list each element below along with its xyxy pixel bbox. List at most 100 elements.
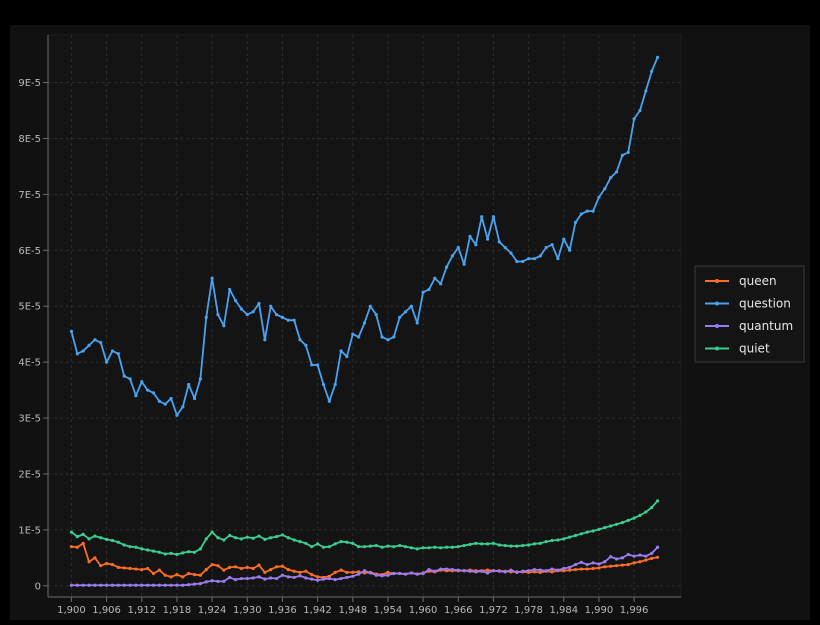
data-point xyxy=(421,546,425,550)
data-point xyxy=(128,566,132,571)
data-point xyxy=(644,510,648,514)
x-tick-label: 1,906 xyxy=(92,605,121,616)
data-point xyxy=(134,394,138,398)
data-point xyxy=(655,545,660,549)
x-tick-label: 1,954 xyxy=(374,605,403,616)
data-point xyxy=(316,363,320,367)
data-point xyxy=(274,535,279,539)
data-point xyxy=(69,329,74,333)
data-point xyxy=(655,499,660,503)
legend-marker xyxy=(715,346,719,351)
data-point xyxy=(310,573,314,577)
data-point xyxy=(491,541,496,545)
data-point xyxy=(310,363,314,367)
data-point xyxy=(573,562,578,567)
data-point xyxy=(357,572,361,576)
data-point xyxy=(233,299,238,303)
data-point xyxy=(198,547,202,551)
data-point xyxy=(626,552,630,557)
data-point xyxy=(556,257,560,261)
data-point xyxy=(245,313,249,317)
data-point xyxy=(585,530,589,534)
data-point xyxy=(110,538,115,543)
data-point xyxy=(198,377,202,381)
data-point xyxy=(650,505,654,510)
data-point xyxy=(527,569,531,573)
data-point xyxy=(380,335,384,339)
data-point xyxy=(345,540,349,544)
data-point xyxy=(544,540,548,544)
data-point xyxy=(99,564,103,568)
data-point xyxy=(497,569,501,573)
data-point xyxy=(292,538,296,542)
data-point xyxy=(562,569,566,573)
data-point xyxy=(128,583,132,587)
data-point xyxy=(274,313,279,317)
data-point xyxy=(169,575,173,579)
data-point xyxy=(427,287,431,292)
data-point xyxy=(503,570,507,574)
data-point xyxy=(81,583,85,587)
data-point xyxy=(392,335,396,339)
data-point xyxy=(421,571,425,576)
x-tick-label: 1,966 xyxy=(444,605,473,616)
data-point xyxy=(515,570,519,575)
data-point xyxy=(409,546,413,550)
data-point xyxy=(292,575,296,580)
data-point xyxy=(362,321,367,325)
data-point xyxy=(503,543,507,548)
data-point xyxy=(280,573,285,577)
data-point xyxy=(527,257,531,261)
data-point xyxy=(222,538,226,542)
data-point xyxy=(491,215,496,219)
data-point xyxy=(444,567,449,571)
x-tick-label: 1,972 xyxy=(479,605,508,616)
data-point xyxy=(216,536,220,540)
x-tick-label: 1,978 xyxy=(514,605,543,616)
data-point xyxy=(374,573,378,577)
data-point xyxy=(632,117,636,121)
data-point xyxy=(292,569,296,573)
data-point xyxy=(327,576,331,581)
x-tick-label: 1,960 xyxy=(409,605,438,616)
data-point xyxy=(398,543,402,548)
data-point xyxy=(614,557,619,561)
data-point xyxy=(468,569,472,573)
data-point xyxy=(333,570,337,575)
data-point xyxy=(163,552,167,556)
data-point xyxy=(485,542,490,546)
data-point xyxy=(93,338,97,342)
data-point xyxy=(403,572,408,576)
data-point xyxy=(304,569,308,573)
data-point xyxy=(169,583,173,587)
data-point xyxy=(87,343,91,347)
data-point xyxy=(274,576,279,581)
data-point xyxy=(333,382,337,387)
data-point xyxy=(69,583,74,587)
data-point xyxy=(116,583,120,587)
data-point xyxy=(210,276,214,280)
data-point xyxy=(228,287,232,292)
data-point xyxy=(562,237,566,241)
data-point xyxy=(568,248,572,252)
data-point xyxy=(532,568,537,572)
x-tick-label: 1,942 xyxy=(303,605,332,616)
data-point xyxy=(169,551,173,555)
data-point xyxy=(99,583,103,587)
x-tick-label: 1,936 xyxy=(268,605,297,616)
data-point xyxy=(655,55,660,59)
data-point xyxy=(603,187,607,191)
data-point xyxy=(345,354,349,359)
data-point xyxy=(251,576,255,580)
data-point xyxy=(591,566,595,571)
data-point xyxy=(638,513,642,517)
data-point xyxy=(181,405,185,409)
data-point xyxy=(198,581,202,586)
data-point xyxy=(316,575,320,579)
data-point xyxy=(556,568,560,572)
data-point xyxy=(638,553,642,557)
data-point xyxy=(280,533,285,537)
data-point xyxy=(597,566,601,570)
data-point xyxy=(316,542,320,546)
data-point xyxy=(538,541,542,545)
